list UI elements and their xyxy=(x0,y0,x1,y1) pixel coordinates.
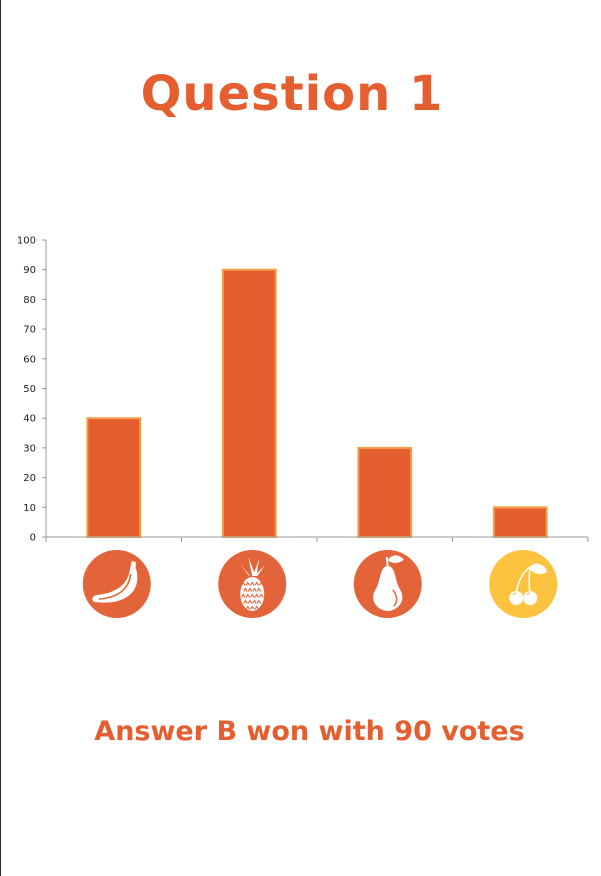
y-tick-label: 60 xyxy=(23,354,36,365)
y-tick-label: 10 xyxy=(23,503,36,514)
x-axis xyxy=(45,536,589,542)
bars xyxy=(86,268,548,539)
bar-banana xyxy=(86,417,142,539)
pineapple-icon xyxy=(218,550,287,618)
y-tick-label: 80 xyxy=(23,295,36,306)
result-text: Answer B won with 90 votes xyxy=(94,716,525,747)
bar-pineapple xyxy=(221,268,277,538)
y-tick-label: 20 xyxy=(23,473,36,484)
y-tick-label: 100 xyxy=(17,236,36,247)
y-tick-label: 90 xyxy=(23,265,36,276)
y-tick-label: 30 xyxy=(23,443,36,454)
y-tick-label: 0 xyxy=(30,533,36,544)
y-axis: 0 10 20 30 40 50 60 70 80 90 100 xyxy=(17,236,47,544)
banana-icon xyxy=(82,550,151,618)
category-icons xyxy=(82,550,558,618)
cherry-icon xyxy=(489,550,558,618)
bar-cherry xyxy=(492,506,548,538)
bar-pear xyxy=(357,446,413,538)
page-title: Question 1 xyxy=(140,66,444,122)
y-tick-label: 50 xyxy=(23,384,36,395)
pear-icon xyxy=(353,550,422,618)
y-tick-label: 40 xyxy=(23,414,36,425)
y-tick-label: 70 xyxy=(23,325,36,336)
